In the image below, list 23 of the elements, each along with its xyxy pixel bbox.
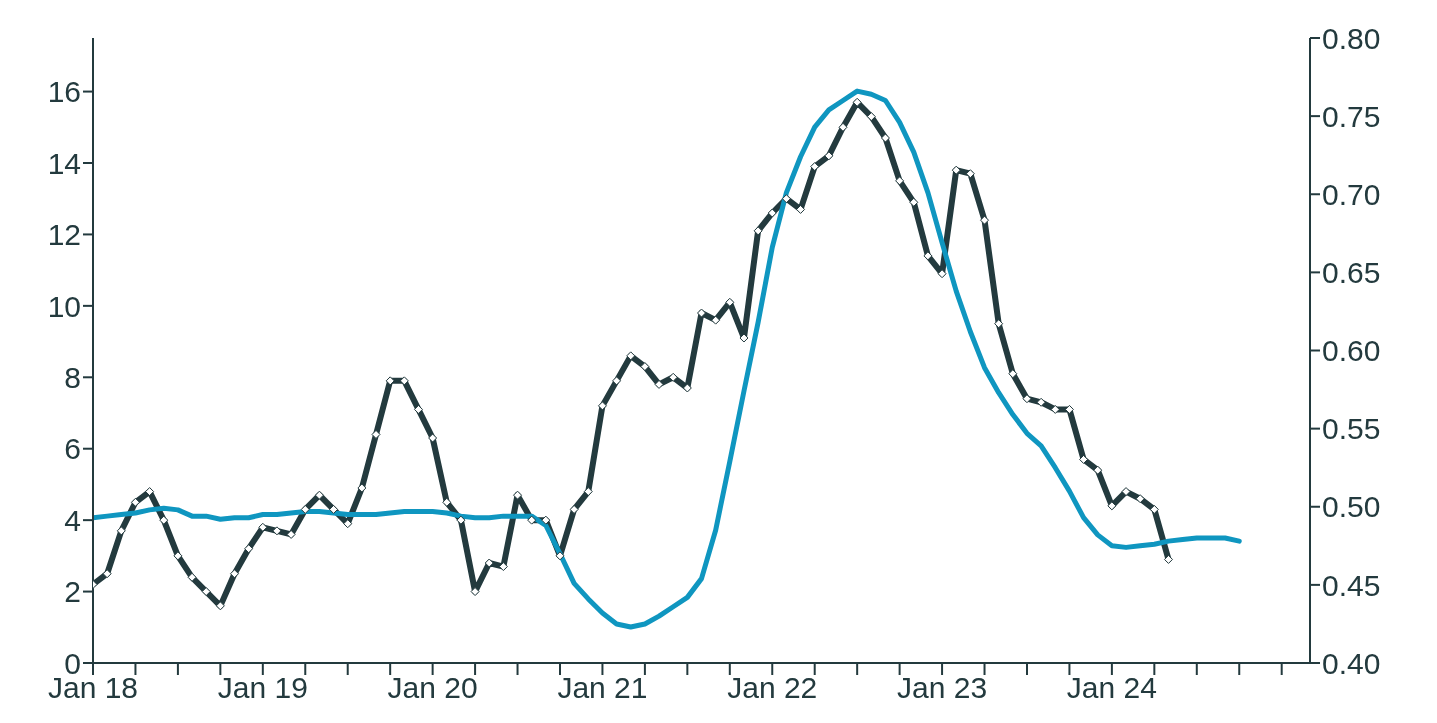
y-tick-label: 12	[47, 218, 81, 252]
x-tick-label: Jan 23	[897, 671, 988, 705]
y2-tick-label: 0.65	[1322, 256, 1381, 290]
y-tick-label: 14	[47, 146, 81, 180]
x-tick-label: Jan 21	[557, 671, 648, 705]
x-tick-label: Jan 22	[727, 671, 818, 705]
y-tick-label: 2	[64, 575, 81, 609]
y-tick-label: 4	[64, 503, 81, 537]
x-tick-label: Jan 19	[217, 671, 308, 705]
y2-tick-label: 0.60	[1322, 334, 1381, 368]
y2-tick-label: 0.45	[1322, 568, 1381, 602]
y2-tick-label: 0.80	[1322, 21, 1381, 55]
y2-tick-label: 0.70	[1322, 177, 1381, 211]
x-tick-label: Jan 20	[387, 671, 478, 705]
y-tick-label: 8	[64, 360, 81, 394]
y-tick-label: 6	[64, 432, 81, 466]
y2-tick-label: 0.40	[1322, 646, 1381, 680]
y2-tick-label: 0.55	[1322, 412, 1381, 446]
y-tick-label: 16	[47, 75, 81, 109]
y2-tick-label: 0.75	[1322, 99, 1381, 133]
y-tick-label: 10	[47, 289, 81, 323]
x-tick-label: Jan 24	[1066, 671, 1157, 705]
y2-tick-label: 0.50	[1322, 490, 1381, 524]
